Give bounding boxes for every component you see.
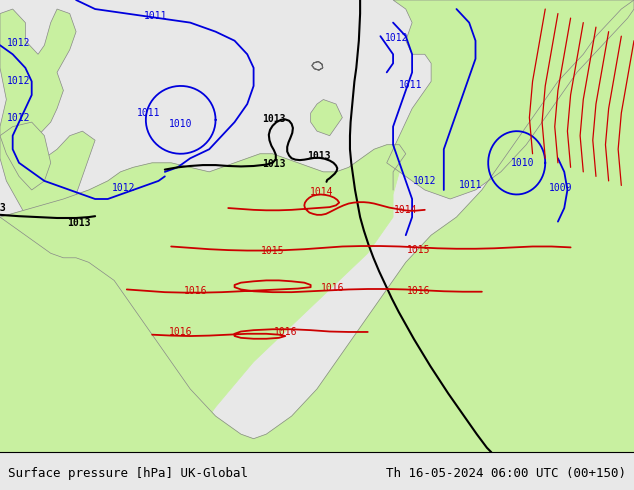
Polygon shape xyxy=(312,62,323,70)
Text: 1015: 1015 xyxy=(406,245,430,255)
Text: 1011: 1011 xyxy=(143,11,167,21)
Text: 1015: 1015 xyxy=(261,245,285,256)
Text: 1016: 1016 xyxy=(273,327,297,338)
Polygon shape xyxy=(0,9,108,253)
Text: 1014: 1014 xyxy=(310,187,334,197)
Text: Th 16-05-2024 06:00 UTC (00+150): Th 16-05-2024 06:00 UTC (00+150) xyxy=(386,466,626,480)
Text: 1013: 1013 xyxy=(307,151,331,161)
Text: 1013: 1013 xyxy=(67,218,91,227)
Text: 1011: 1011 xyxy=(137,108,161,118)
Text: 1016: 1016 xyxy=(169,327,193,338)
Text: 1012: 1012 xyxy=(7,76,31,86)
Text: 1016: 1016 xyxy=(406,286,430,296)
Text: 1011: 1011 xyxy=(458,180,482,191)
Polygon shape xyxy=(311,99,342,136)
Text: 1013: 1013 xyxy=(262,114,286,124)
Polygon shape xyxy=(387,0,634,199)
Text: 1012: 1012 xyxy=(413,176,437,186)
Text: 1016: 1016 xyxy=(183,286,207,296)
Text: 1013: 1013 xyxy=(262,159,286,169)
Text: 1012: 1012 xyxy=(384,33,408,44)
Text: 1014: 1014 xyxy=(394,205,418,215)
Text: 1012: 1012 xyxy=(112,183,136,193)
Text: 1010: 1010 xyxy=(511,158,535,168)
Text: 1012: 1012 xyxy=(7,38,31,48)
Text: 13: 13 xyxy=(0,203,6,213)
Text: 1011: 1011 xyxy=(399,80,423,90)
Text: 1009: 1009 xyxy=(549,183,573,193)
Text: 1012: 1012 xyxy=(7,113,31,122)
Text: 1016: 1016 xyxy=(321,283,345,293)
Text: 1010: 1010 xyxy=(169,120,193,129)
Polygon shape xyxy=(0,145,406,452)
Polygon shape xyxy=(0,0,634,452)
Text: Surface pressure [hPa] UK-Global: Surface pressure [hPa] UK-Global xyxy=(8,466,248,480)
Polygon shape xyxy=(0,122,51,190)
